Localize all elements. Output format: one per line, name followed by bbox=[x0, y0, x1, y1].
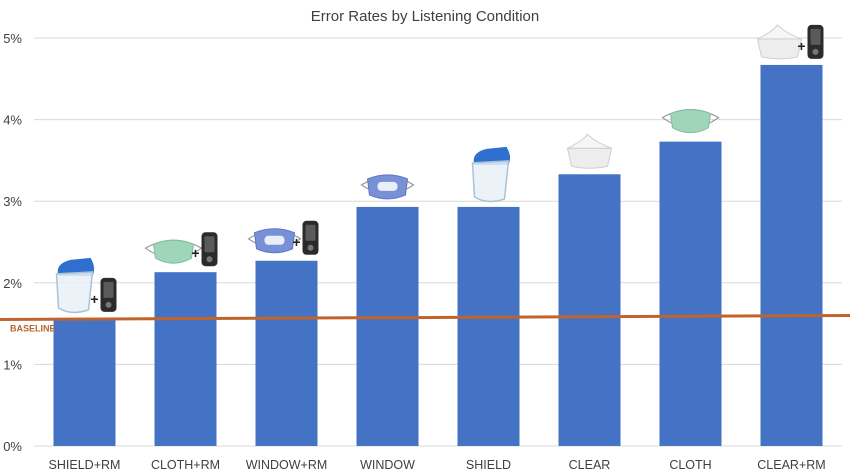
bar bbox=[356, 206, 419, 446]
shield-headband bbox=[473, 146, 511, 165]
cloth-mask-body bbox=[669, 109, 712, 134]
cloth-mask-body bbox=[152, 239, 195, 264]
baseline-label: BASELINE bbox=[10, 324, 56, 334]
plus-sign: + bbox=[797, 38, 805, 54]
bar bbox=[457, 206, 520, 446]
y-tick-label: 2% bbox=[3, 276, 22, 291]
remote-mic-button bbox=[307, 244, 314, 251]
remote-mic-icon bbox=[302, 220, 319, 255]
y-tick-label: 3% bbox=[3, 194, 22, 209]
bar bbox=[53, 317, 116, 446]
bar bbox=[154, 272, 217, 446]
shield-visor bbox=[471, 160, 510, 203]
bar bbox=[255, 260, 318, 446]
remote-mic-button bbox=[206, 256, 213, 263]
remote-mic-icon bbox=[100, 277, 117, 312]
clear-mask-top bbox=[567, 133, 612, 149]
shield-icon: + bbox=[55, 257, 117, 314]
clear-mask-top bbox=[757, 24, 802, 40]
chart-title: Error Rates by Listening Condition bbox=[311, 8, 539, 25]
plus-sign: + bbox=[90, 291, 98, 307]
condition-icons: + + + + bbox=[55, 24, 824, 314]
plus-sign: + bbox=[292, 234, 300, 250]
baseline-reference: BASELINE bbox=[0, 313, 850, 334]
remote-mic-screen bbox=[810, 28, 821, 45]
x-category-label: CLEAR bbox=[569, 458, 611, 472]
remote-mic-screen bbox=[103, 281, 114, 298]
clear-mask-body bbox=[566, 147, 613, 169]
x-category-label: SHIELD bbox=[466, 458, 511, 472]
cloth-mask-icon bbox=[661, 109, 720, 134]
shield-visor bbox=[55, 271, 94, 314]
y-tick-label: 4% bbox=[3, 113, 22, 128]
clear-mask-body bbox=[756, 38, 803, 60]
y-tick-label: 0% bbox=[3, 439, 22, 454]
y-axis-ticks: 0% 1% 2% 3% 4% 5% bbox=[3, 31, 22, 454]
window-mask-panel bbox=[264, 235, 285, 245]
remote-mic-screen bbox=[305, 224, 316, 241]
x-axis-categories: SHIELD+RM CLOTH+RM WINDOW+RM WINDOW SHIELD CL… bbox=[49, 458, 826, 472]
remote-mic-button bbox=[812, 48, 819, 55]
bars bbox=[53, 64, 823, 446]
y-tick-label: 1% bbox=[3, 357, 22, 372]
remote-mic-icon bbox=[807, 24, 824, 59]
plus-sign: + bbox=[191, 245, 199, 261]
window-mask-panel bbox=[377, 181, 398, 191]
shield-icon bbox=[471, 146, 511, 203]
x-category-label: CLOTH+RM bbox=[151, 458, 220, 472]
bar bbox=[659, 141, 722, 446]
remote-mic-button bbox=[105, 301, 112, 308]
clear-mask-icon bbox=[566, 133, 613, 169]
cloth-mask-icon: + bbox=[144, 232, 218, 267]
clear-mask-icon: + bbox=[756, 24, 824, 60]
x-category-label: CLOTH bbox=[669, 458, 711, 472]
remote-mic-screen bbox=[204, 236, 215, 253]
x-category-label: CLEAR+RM bbox=[757, 458, 825, 472]
y-tick-label: 5% bbox=[3, 31, 22, 46]
x-category-label: SHIELD+RM bbox=[49, 458, 121, 472]
x-category-label: WINDOW bbox=[360, 458, 415, 472]
window-mask-icon bbox=[360, 174, 415, 200]
bar bbox=[558, 174, 621, 446]
bar bbox=[760, 64, 823, 446]
baseline-line bbox=[0, 313, 850, 322]
remote-mic-icon bbox=[201, 232, 218, 267]
shield-headband bbox=[57, 257, 95, 276]
window-mask-icon: + bbox=[247, 220, 319, 255]
x-category-label: WINDOW+RM bbox=[246, 458, 328, 472]
